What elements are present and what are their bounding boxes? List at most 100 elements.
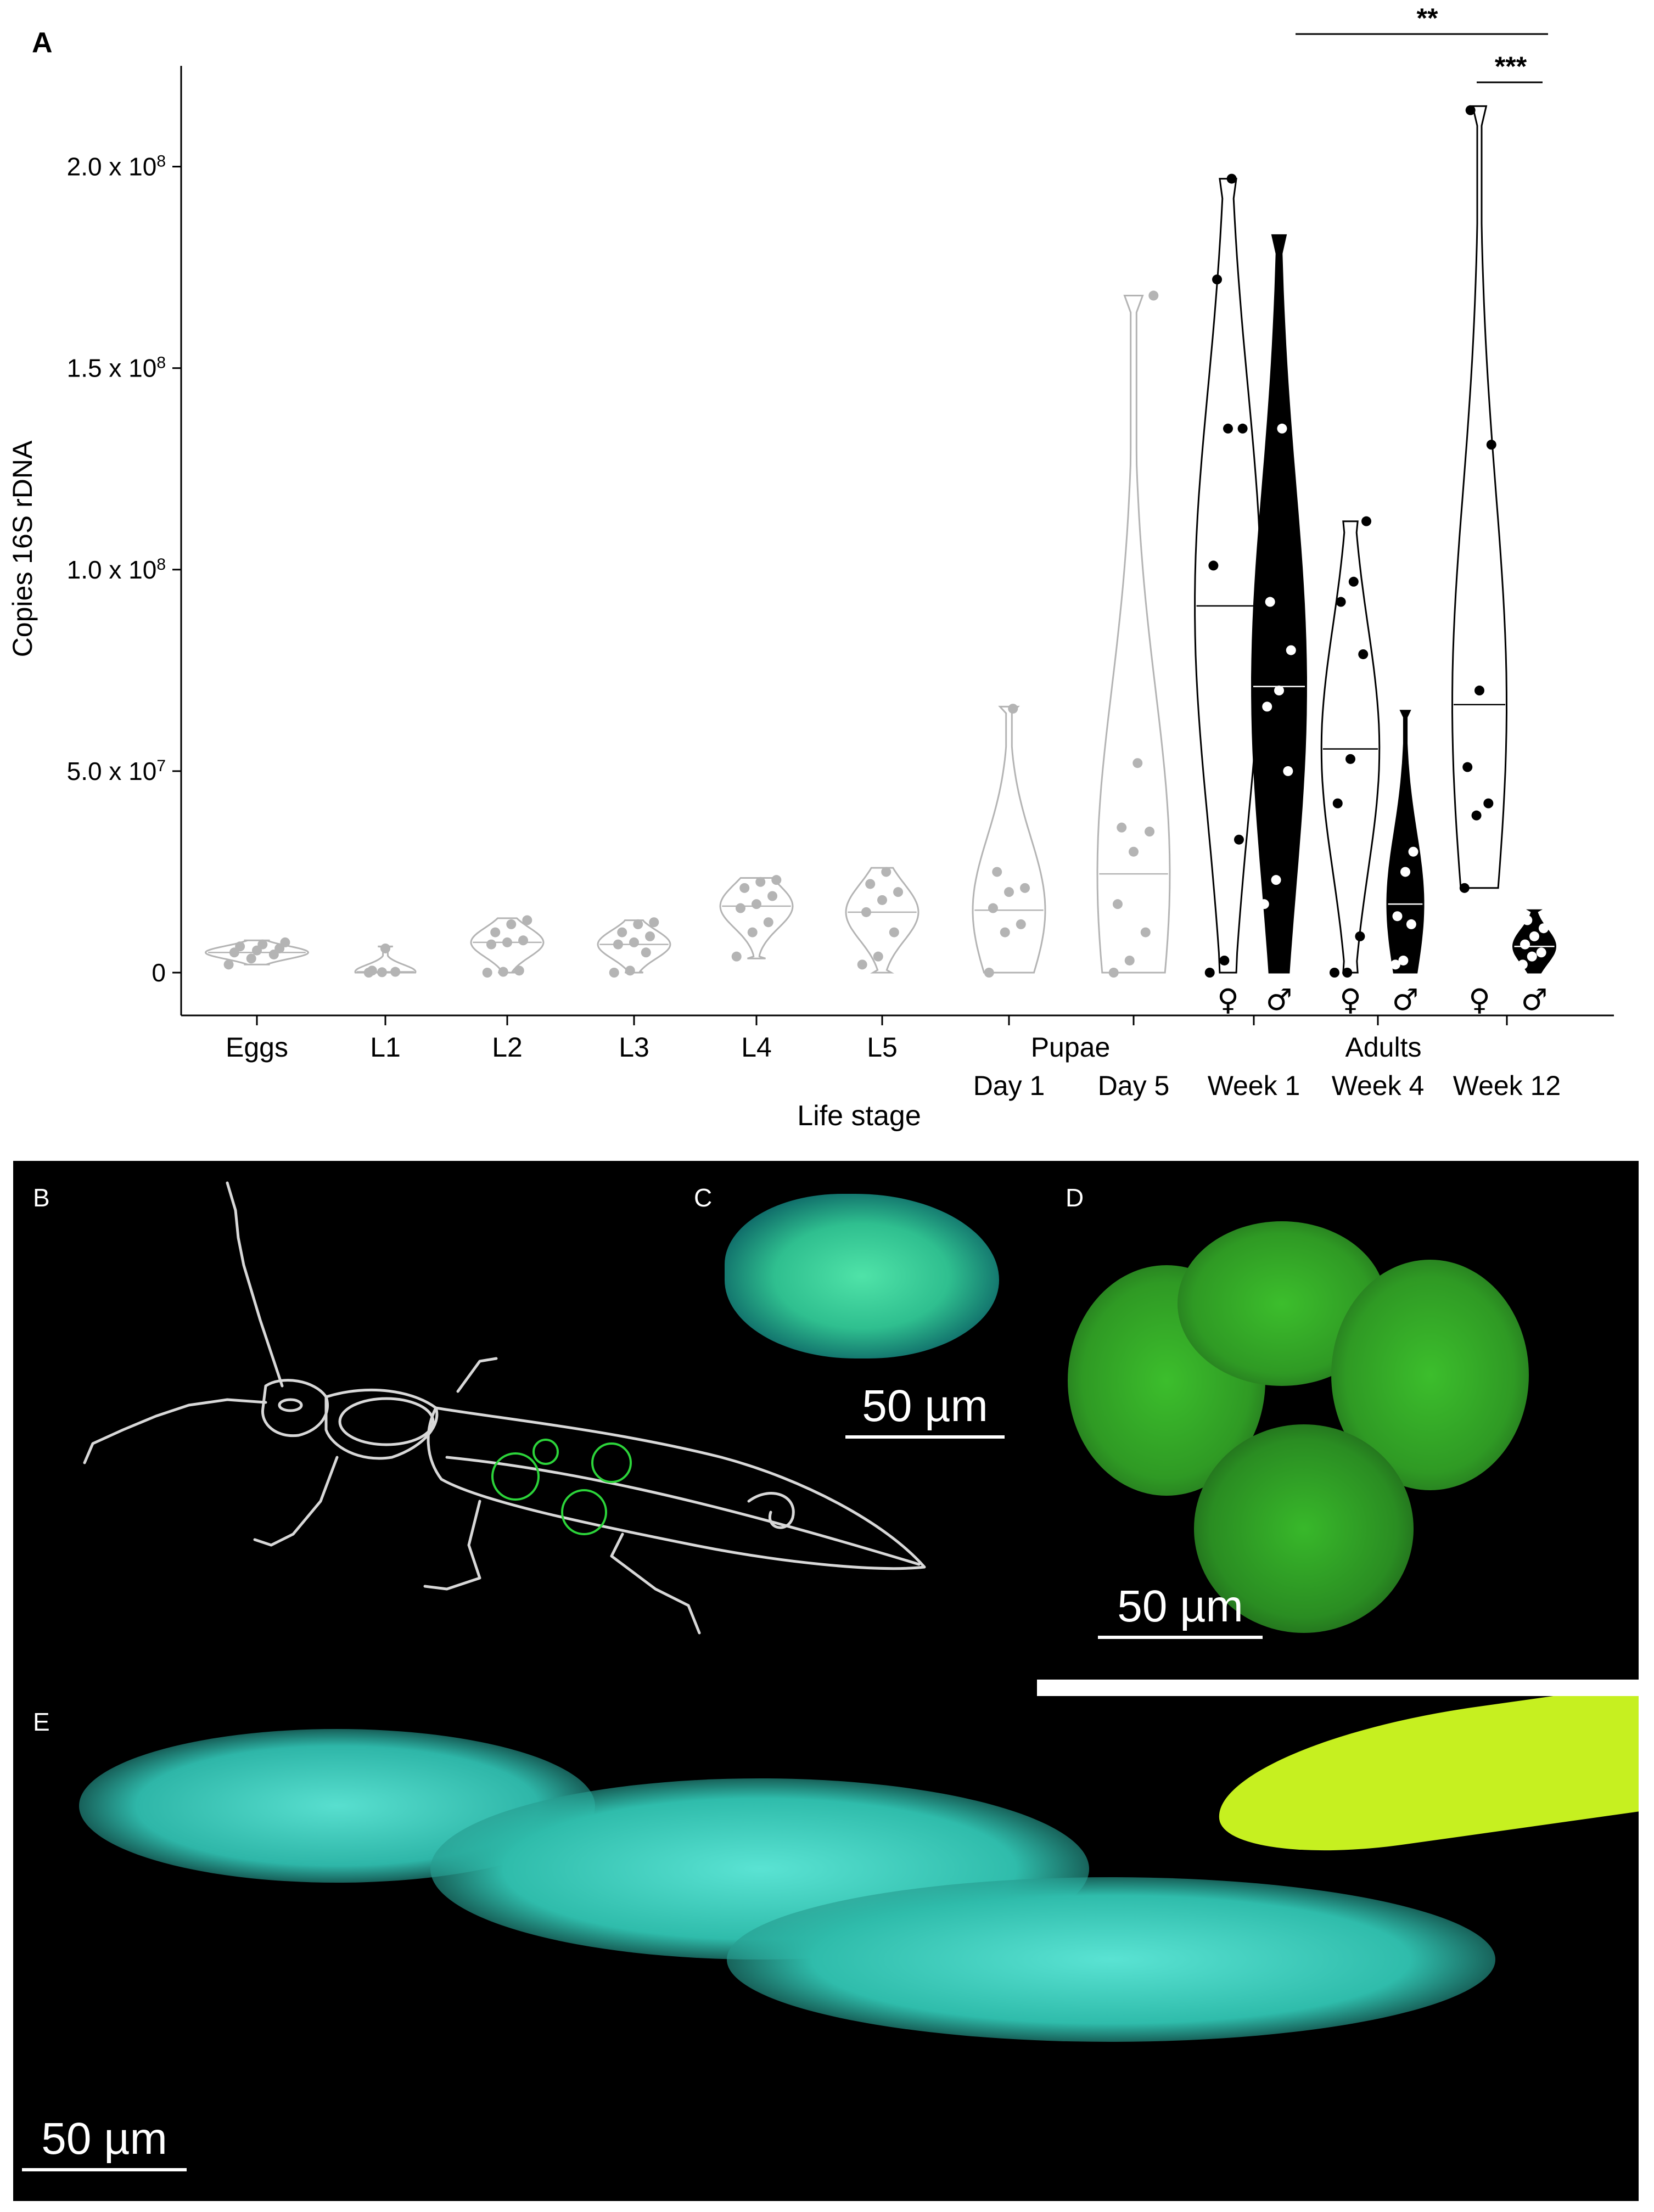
data-point [367,965,377,976]
scale-bar-d-label: 50 µm [1117,1581,1243,1631]
significance-label: *** [1495,51,1527,82]
scale-bar-e-line [22,2168,187,2171]
y-tick-label: 2.0 x 108 [67,152,166,181]
data-point [1283,766,1293,776]
y-tick-label: 1.5 x 108 [67,353,166,383]
sex-symbol: ♂ [1521,983,1548,1017]
data-point [1008,704,1018,714]
violin-body [1386,710,1425,974]
data-point [1474,686,1484,696]
x-tick-label: L2 [492,1032,523,1063]
data-point [1274,686,1284,696]
data-point [1208,560,1219,571]
y-tick-exponent: 8 [156,353,166,372]
data-point [735,903,745,913]
data-point [490,927,501,937]
data-point [1234,834,1244,845]
data-point [625,965,635,976]
data-point [1265,597,1275,607]
data-point [1358,649,1369,659]
violin-body [1451,105,1508,889]
sex-symbol: ♂ [1392,983,1418,1017]
data-point [1277,423,1287,434]
data-point [1355,931,1365,941]
pronotum [324,1388,439,1460]
data-point [1471,810,1482,821]
panel-e-micrograph: E 50 µm [13,1696,1639,2201]
data-point [1140,927,1151,937]
data-point [514,965,524,976]
data-point [613,939,623,950]
panel-b-label: B [33,1183,50,1212]
data-point [771,875,782,885]
data-point [502,937,512,947]
data-point [1486,440,1496,450]
data-point [506,919,517,929]
x-tick-label: Eggs [226,1032,288,1063]
sex-symbol: ♀ [1468,983,1490,1017]
x-tick-label: L3 [619,1032,649,1063]
data-point [861,907,871,917]
beetle-illustration [83,1181,926,1635]
data-point [1361,516,1372,526]
data-point [873,951,883,962]
data-point [1345,754,1355,764]
panel-d-micrograph: D 50 µm [1035,1161,1639,1680]
data-point [1536,947,1546,958]
data-point [1390,959,1400,970]
data-point [1145,827,1155,837]
panel-b-beetle-drawing: B [13,1161,1037,1718]
data-point [877,895,887,905]
data-point [1529,931,1539,941]
bacteriome-3 [561,1489,607,1535]
x-tick-label: L5 [867,1032,898,1063]
data-point [1000,927,1010,937]
data-point [641,947,651,958]
data-point [1226,173,1237,184]
x-axis-title: Life stage [797,1100,921,1132]
data-point [747,927,758,937]
data-point [992,867,1002,877]
sex-symbol: ♀ [1217,983,1239,1017]
data-point [767,891,778,901]
antenna-upper [226,1181,284,1388]
data-point [1219,955,1230,965]
scale-bar-e-label: 50 µm [41,2114,167,2164]
data-point [609,968,619,978]
violin-body [1194,178,1262,974]
head [261,1379,329,1438]
sex-symbol: ♂ [1266,983,1292,1017]
y-axis-title: Copies 16S rDNA [7,440,38,657]
data-point [1520,939,1530,950]
scale-bar-d: 50 µm [1098,1581,1263,1639]
bacteriocyte-cluster [725,1194,999,1358]
bacteria-band-lower [727,1877,1495,2042]
data-point [1271,875,1281,885]
y-tick-exponent: 8 [156,152,166,170]
data-point [486,939,496,950]
data-point [645,931,655,941]
data-point [1527,951,1537,962]
sex-symbol: ♀ [1339,983,1361,1017]
tissue-autofluorescence [1208,1696,1639,1869]
data-point [1212,274,1223,285]
violin-body [1096,295,1171,974]
data-point [1329,968,1339,978]
bacteriome-2 [591,1442,632,1483]
data-point [763,917,773,928]
bacteriome-4 [532,1439,559,1465]
scale-bar-d-line [1098,1636,1263,1639]
data-point [881,867,892,877]
data-point [1348,576,1359,587]
data-point [1262,701,1272,712]
data-point [223,959,234,970]
scale-bar-c-label: 50 µm [862,1381,988,1431]
y-tick-label: 0 [152,958,166,987]
scale-bar-c: 50 µm [845,1380,1005,1439]
plot-area: 0 5.0 x 107 1.0 x 108 1.5 x 108 2.0 x 108 Egg… [67,3,1614,1101]
elytra [427,1406,926,1570]
data-point [1237,423,1248,434]
data-point [1108,968,1119,978]
x-tick-label: Week 1 [1208,1070,1300,1101]
